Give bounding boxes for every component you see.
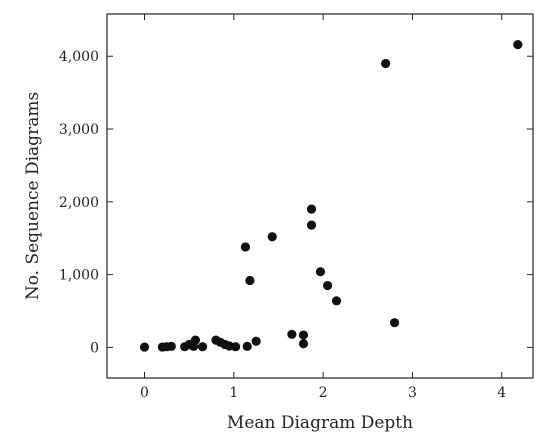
- data-point: [139, 342, 150, 352]
- data-point: [231, 342, 241, 352]
- x-axis-ticks: 0 1 2 3 4: [140, 14, 506, 401]
- y-tick-label: 1,000: [59, 268, 99, 284]
- data-point: [245, 275, 255, 286]
- data-point: [389, 318, 400, 328]
- data-points: [139, 39, 523, 352]
- data-point: [298, 339, 309, 349]
- y-axis-ticks: 0 1,000 2,000 3,000 4,000: [59, 49, 533, 356]
- data-point: [513, 39, 523, 50]
- data-point: [267, 232, 277, 242]
- x-tick-label: 3: [408, 385, 417, 401]
- data-point: [306, 220, 317, 230]
- x-tick-label: 2: [319, 385, 328, 401]
- data-point: [166, 341, 176, 351]
- data-point: [242, 341, 252, 351]
- x-tick-label: 4: [497, 385, 506, 401]
- data-point: [315, 267, 326, 277]
- y-axis-label: No. Sequence Diagrams: [23, 92, 43, 300]
- x-axis-label: Mean Diagram Depth: [227, 413, 413, 433]
- data-point: [322, 280, 333, 291]
- data-point: [197, 342, 208, 352]
- data-point: [331, 296, 342, 306]
- plot-frame: [106, 13, 534, 379]
- x-tick-label: 1: [229, 385, 238, 401]
- data-point: [251, 336, 261, 346]
- data-point: [287, 329, 297, 339]
- y-tick-label: 4,000: [59, 49, 99, 65]
- y-tick-label: 2,000: [59, 195, 99, 211]
- data-point: [306, 204, 317, 214]
- x-tick-label: 0: [140, 385, 149, 401]
- data-point: [240, 242, 251, 252]
- y-tick-label: 3,000: [59, 122, 99, 138]
- data-point: [190, 335, 201, 345]
- data-point: [381, 58, 391, 69]
- y-tick-label: 0: [90, 340, 99, 356]
- data-point: [298, 330, 309, 340]
